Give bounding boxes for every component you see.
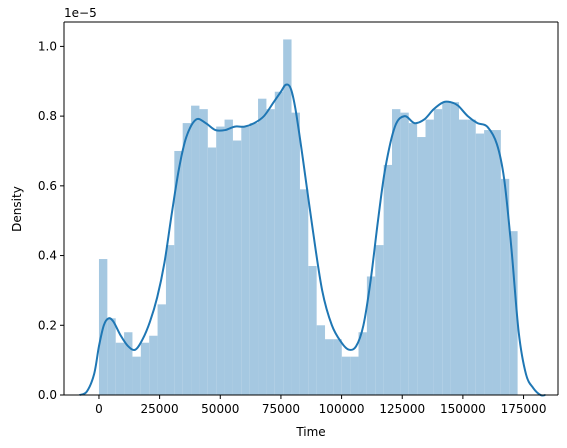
histogram-bar bbox=[157, 304, 166, 395]
histogram-bar bbox=[350, 356, 359, 395]
histogram-bar bbox=[492, 130, 501, 395]
kde-curve bbox=[79, 83, 546, 397]
histogram-bar bbox=[450, 102, 459, 396]
histogram-bar bbox=[182, 123, 192, 396]
x-axis-label: Time bbox=[295, 425, 325, 439]
y-tick-label: 0.4 bbox=[38, 249, 57, 263]
histogram-bar bbox=[458, 119, 468, 395]
histogram-bar bbox=[375, 245, 384, 395]
histogram-bar bbox=[442, 102, 451, 396]
histogram-bar bbox=[299, 189, 309, 395]
histogram-bar bbox=[199, 109, 208, 395]
histogram-bar bbox=[149, 335, 158, 395]
histogram-bar bbox=[484, 130, 493, 395]
x-tick-label: 150000 bbox=[440, 402, 486, 416]
histogram-bar bbox=[417, 137, 426, 395]
y-tick-label: 0.8 bbox=[38, 109, 57, 123]
histogram-bar bbox=[333, 339, 342, 395]
y-axis-label: Density bbox=[10, 186, 24, 232]
histogram-bar bbox=[266, 109, 275, 395]
histogram-bar bbox=[216, 126, 225, 395]
x-tick-label: 0 bbox=[95, 402, 103, 416]
histogram-bar bbox=[274, 91, 284, 395]
histogram-bar bbox=[207, 147, 217, 395]
x-tick-label: 100000 bbox=[319, 402, 365, 416]
histogram-bar bbox=[140, 342, 150, 395]
x-tick-label: 175000 bbox=[501, 402, 547, 416]
histogram-bar bbox=[115, 342, 125, 395]
histogram-bar bbox=[400, 112, 409, 396]
histogram-bar bbox=[283, 39, 292, 396]
histogram-bar bbox=[316, 325, 326, 395]
x-axis-ticks: 0 25000 50000 75000 100000 125000 150000 175000 bbox=[95, 395, 546, 416]
histogram-bar bbox=[232, 140, 242, 395]
x-tick-label: 125000 bbox=[379, 402, 425, 416]
histogram-bar bbox=[425, 119, 434, 395]
histogram-bar bbox=[341, 356, 351, 395]
y-tick-label: 0.6 bbox=[38, 179, 57, 193]
histogram-bar bbox=[358, 332, 367, 395]
histogram-bar bbox=[433, 109, 443, 395]
histogram-bar bbox=[291, 112, 300, 396]
histogram-bar bbox=[475, 133, 485, 396]
x-tick-label: 75000 bbox=[262, 402, 300, 416]
y-tick-label: 0.0 bbox=[38, 388, 57, 402]
histogram-bar bbox=[366, 276, 376, 395]
x-tick-label: 50000 bbox=[201, 402, 239, 416]
histogram-bar bbox=[107, 318, 116, 395]
histogram-bar bbox=[224, 119, 233, 395]
histogram-bar bbox=[132, 356, 141, 395]
y-axis-ticks: 0.0 0.2 0.4 0.6 0.8 1.0 bbox=[38, 39, 64, 402]
histogram-bars bbox=[98, 39, 518, 396]
histogram-bar bbox=[241, 126, 250, 395]
histogram-bar bbox=[509, 231, 518, 395]
histogram-bar bbox=[258, 98, 267, 395]
histogram-bar bbox=[500, 178, 510, 395]
histogram-bar bbox=[249, 123, 259, 396]
y-tick-label: 1.0 bbox=[38, 39, 57, 53]
histogram-bar bbox=[191, 105, 200, 396]
histogram-bar bbox=[174, 150, 183, 395]
histogram-bar bbox=[165, 245, 175, 395]
histogram-bar bbox=[408, 123, 418, 396]
histogram-bar bbox=[383, 164, 393, 395]
histogram-bar bbox=[325, 339, 334, 395]
histogram-bar bbox=[124, 332, 133, 395]
histogram-bar bbox=[308, 266, 317, 395]
y-tick-label: 0.2 bbox=[38, 318, 57, 332]
x-tick-label: 25000 bbox=[141, 402, 179, 416]
y-scale-label: 1e−5 bbox=[64, 6, 97, 20]
histogram-bar bbox=[467, 119, 476, 395]
histogram-bar bbox=[392, 109, 401, 395]
